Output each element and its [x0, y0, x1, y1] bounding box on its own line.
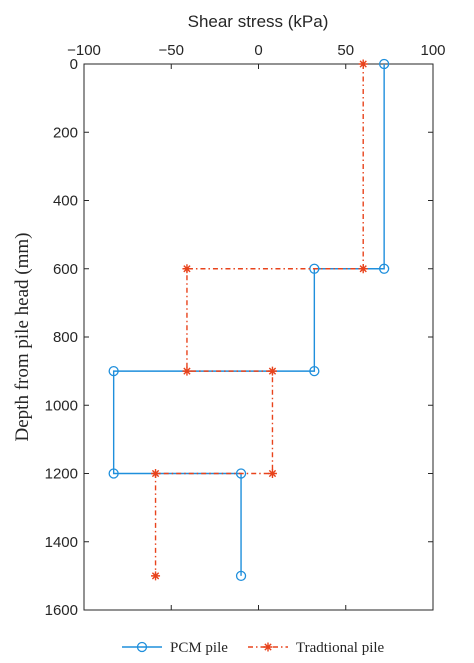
x-tick-label: 50: [337, 42, 354, 59]
y-tick-label: 0: [70, 56, 78, 73]
data-point: [151, 571, 161, 581]
y-tick-label: 1400: [45, 534, 78, 551]
data-point: [267, 469, 277, 478]
legend-label: Tradtional pile: [296, 640, 385, 656]
data-point: [235, 570, 247, 582]
series-1: [108, 58, 390, 582]
legend: PCM pile Tradtional pile: [117, 633, 441, 661]
data-point: [235, 468, 247, 479]
data-point: [378, 58, 390, 70]
y-tick-label: 1600: [45, 602, 78, 619]
x-ticks: −100 −50 0 50 100: [67, 42, 446, 610]
x-tick-label: 100: [420, 42, 445, 59]
x-axis-title: Shear stress (kPa): [188, 12, 329, 31]
series-line: [154, 64, 364, 576]
series-layer: [108, 58, 390, 582]
x-tick-label: −50: [159, 42, 184, 59]
legend-item: PCM pile: [122, 640, 228, 656]
data-point: [108, 468, 119, 479]
legend-label: PCM pile: [170, 640, 228, 656]
data-point: [182, 264, 192, 274]
y-tick-label: 800: [53, 329, 78, 346]
y-axis-title: Depth from pile head (mm): [12, 233, 33, 442]
data-point: [358, 59, 368, 69]
data-point: [267, 366, 277, 376]
plot-area: [83, 63, 434, 611]
y-tick-label: 1000: [45, 397, 78, 414]
y-tick-label: 200: [53, 124, 78, 141]
legend-item: Tradtional pile: [248, 640, 385, 656]
legend-marker: [263, 642, 273, 652]
data-point: [151, 469, 161, 478]
data-point: [309, 365, 320, 377]
x-tick-label: −100: [67, 42, 101, 59]
y-ticks: 0 200 400 600 800 1000 1200 1400 1600: [45, 56, 433, 619]
data-point: [182, 366, 192, 376]
data-point: [358, 264, 368, 274]
y-tick-label: 600: [53, 261, 78, 278]
x-tick-label: 0: [254, 42, 262, 59]
data-point: [108, 365, 119, 377]
y-tick-label: 400: [53, 193, 78, 210]
data-point: [378, 263, 390, 274]
series-2: [151, 59, 368, 581]
legend-marker: [136, 641, 148, 653]
y-tick-label: 1200: [45, 466, 78, 483]
series-line: [112, 64, 385, 576]
legend-box: [117, 633, 441, 661]
